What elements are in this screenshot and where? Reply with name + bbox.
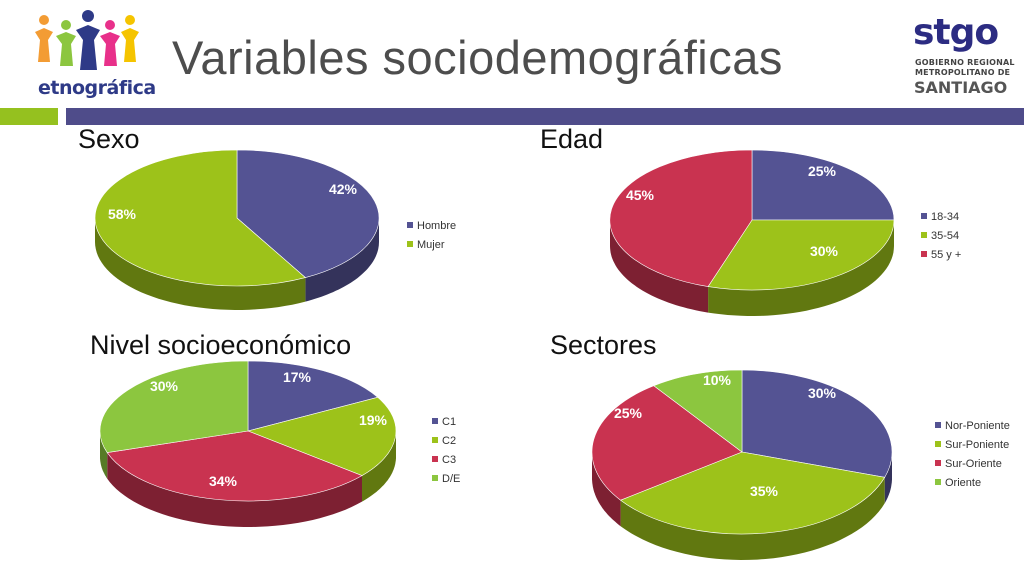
legend-swatch-0-1 bbox=[407, 241, 413, 247]
legend-label-2-0: C1 bbox=[442, 416, 456, 428]
pie-slice-3-1 bbox=[619, 451, 886, 535]
etnografica-logo: etnográfica bbox=[30, 10, 156, 100]
logo-right-line1: GOBIERNO REGIONAL bbox=[915, 58, 1015, 67]
header-bar-green bbox=[0, 108, 58, 125]
people-figures-icon bbox=[35, 10, 139, 70]
legend-swatch-1-1 bbox=[921, 232, 927, 238]
pie-chart-1: 25% 30% 45% 18-34 35-54 55 y + bbox=[609, 149, 961, 316]
legend-label-3-0: Nor-Poniente bbox=[945, 420, 1010, 432]
legend-label-2-2: C3 bbox=[442, 454, 456, 466]
data-label-3-3: 10% bbox=[703, 372, 732, 388]
data-label-0-1: 58% bbox=[108, 206, 137, 222]
data-label-3-0: 30% bbox=[808, 385, 837, 401]
page-title: Variables sociodemográficas bbox=[172, 31, 783, 84]
legend-swatch-1-2 bbox=[921, 251, 927, 257]
pie-slice-0-0 bbox=[236, 149, 380, 278]
pie-slice-1-1 bbox=[707, 219, 895, 291]
pie-slice-2-2 bbox=[106, 430, 363, 502]
data-label-2-3: 30% bbox=[150, 378, 179, 394]
pie-slice-1-2 bbox=[609, 149, 753, 287]
chart-title-edad: Edad bbox=[540, 124, 604, 154]
data-label-0-0: 42% bbox=[329, 181, 358, 197]
logo-right-line2: METROPOLITANO DE bbox=[915, 68, 1011, 77]
legend-label-3-3: Oriente bbox=[945, 477, 981, 489]
pie-slice-3-2 bbox=[591, 385, 743, 501]
chart-title-sexo: Sexo bbox=[78, 124, 140, 154]
data-label-2-0: 17% bbox=[283, 369, 312, 385]
legend-label-1-0: 18-34 bbox=[931, 211, 959, 223]
pie-slice-0-1 bbox=[94, 149, 307, 287]
pie-chart-0: 42% 58% Hombre Mujer bbox=[94, 149, 456, 310]
logo-right-line3: SANTIAGO bbox=[914, 78, 1008, 97]
legend-label-1-2: 55 y + bbox=[931, 249, 961, 261]
legend-swatch-0-0 bbox=[407, 222, 413, 228]
pie-slice-2-0 bbox=[247, 360, 379, 432]
data-label-1-2: 45% bbox=[626, 187, 655, 203]
legend-label-2-1: C2 bbox=[442, 435, 456, 447]
pie-side-1-1 bbox=[708, 220, 894, 316]
header-bar-blue bbox=[66, 108, 1024, 125]
pie-side-2-2 bbox=[107, 452, 362, 527]
chart-title-sectores: Sectores bbox=[550, 330, 657, 360]
pie-chart-2: 17% 19% 34% 30% C1 C2 C3 D/E bbox=[99, 360, 460, 527]
pie-side-3-2 bbox=[592, 452, 621, 527]
pie-slice-2-1 bbox=[247, 396, 397, 476]
legend-label-1-1: 35-54 bbox=[931, 230, 959, 242]
legend-label-3-1: Sur-Poniente bbox=[945, 439, 1009, 451]
data-label-1-1: 30% bbox=[810, 243, 839, 259]
legend-swatch-1-0 bbox=[921, 213, 927, 219]
legend-swatch-3-1 bbox=[935, 441, 941, 447]
legend-swatch-2-3 bbox=[432, 475, 438, 481]
chart-title-nivel: Nivel socioeconómico bbox=[90, 330, 352, 360]
legend-label-3-2: Sur-Oriente bbox=[945, 458, 1002, 470]
data-label-1-0: 25% bbox=[808, 163, 837, 179]
pie-side-0-1 bbox=[95, 218, 306, 310]
data-label-2-2: 34% bbox=[209, 473, 238, 489]
pie-slice-1-0 bbox=[751, 149, 895, 221]
gore-santiago-logo: stgo GOBIERNO REGIONAL METROPOLITANO DE … bbox=[905, 10, 1015, 100]
legend-label-0-1: Mujer bbox=[417, 239, 445, 251]
legend-swatch-2-2 bbox=[432, 456, 438, 462]
legend-swatch-3-3 bbox=[935, 479, 941, 485]
pie-side-3-1 bbox=[620, 477, 885, 560]
pie-slice-3-0 bbox=[741, 369, 893, 478]
legend-swatch-2-1 bbox=[432, 437, 438, 443]
pie-side-2-1 bbox=[362, 431, 396, 502]
pie-side-1-2 bbox=[610, 220, 709, 313]
data-label-3-1: 35% bbox=[750, 483, 779, 499]
legend-swatch-3-0 bbox=[935, 422, 941, 428]
legend-swatch-2-0 bbox=[432, 418, 438, 424]
legend-label-2-3: D/E bbox=[442, 473, 460, 485]
pie-side-3-0 bbox=[884, 452, 892, 504]
data-label-2-1: 19% bbox=[359, 412, 388, 428]
logo-right-text: stgo bbox=[913, 12, 999, 53]
pie-slice-3-3 bbox=[653, 369, 743, 453]
legend-label-0-0: Hombre bbox=[417, 220, 456, 232]
legend-swatch-3-2 bbox=[935, 460, 941, 466]
pie-slice-2-3 bbox=[99, 360, 249, 453]
logo-left-text: etnográfica bbox=[38, 77, 156, 99]
data-label-3-2: 25% bbox=[614, 405, 643, 421]
pie-side-0-0 bbox=[305, 218, 379, 302]
pie-chart-3: 30% 35% 25% 10% Nor-Poniente Sur-Poniente Sur-… bbox=[591, 369, 1010, 560]
